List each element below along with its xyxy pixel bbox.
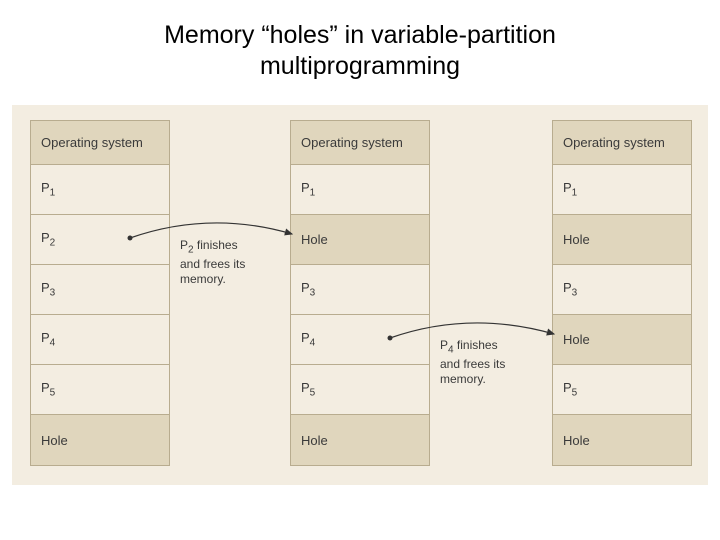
os-label: Operating system xyxy=(563,135,665,150)
hole-row: Hole xyxy=(553,315,691,365)
p3-row: P3 xyxy=(553,265,691,315)
p5-label: P5 xyxy=(563,380,577,399)
page-title: Memory “holes” in variable-partition mul… xyxy=(0,0,720,83)
p5-row: P5 xyxy=(31,365,169,415)
p4-label: P4 xyxy=(41,330,55,349)
p3-label: P3 xyxy=(301,280,315,299)
p5-label: P5 xyxy=(41,380,55,399)
hole-label: Hole xyxy=(563,232,590,247)
memory-column-2: Operating system P1 Hole P3 P4 P5 Hole xyxy=(290,120,430,466)
p3-label: P3 xyxy=(41,280,55,299)
hole-label: Hole xyxy=(301,232,328,247)
title-line1: Memory “holes” in variable-partition xyxy=(164,21,556,49)
hole-label: Hole xyxy=(563,433,590,448)
hole-label: Hole xyxy=(301,433,328,448)
annotation-p4-finishes: P4 finishes and frees its memory. xyxy=(440,338,535,387)
os-row: Operating system xyxy=(291,121,429,165)
p1-row: P1 xyxy=(31,165,169,215)
hole-row: Hole xyxy=(553,215,691,265)
hole-label: Hole xyxy=(563,332,590,347)
p2-label: P2 xyxy=(41,230,55,249)
p5-row: P5 xyxy=(291,365,429,415)
hole-row: Hole xyxy=(291,215,429,265)
hole-row: Hole xyxy=(291,415,429,465)
p3-label: P3 xyxy=(563,280,577,299)
p1-row: P1 xyxy=(553,165,691,215)
os-row: Operating system xyxy=(31,121,169,165)
p3-row: P3 xyxy=(291,265,429,315)
annotation-p2-finishes: P2 finishes and frees its memory. xyxy=(180,238,275,287)
p4-label: P4 xyxy=(301,330,315,349)
memory-column-3: Operating system P1 Hole P3 Hole P5 Hole xyxy=(552,120,692,466)
os-row: Operating system xyxy=(553,121,691,165)
p4-row: P4 xyxy=(31,315,169,365)
title-line2: multiprogramming xyxy=(260,52,460,80)
hole-label: Hole xyxy=(41,433,68,448)
p2-row: P2 xyxy=(31,215,169,265)
p5-label: P5 xyxy=(301,380,315,399)
p3-row: P3 xyxy=(31,265,169,315)
hole-row: Hole xyxy=(31,415,169,465)
p1-row: P1 xyxy=(291,165,429,215)
p5-row: P5 xyxy=(553,365,691,415)
p1-label: P1 xyxy=(301,180,315,199)
memory-column-1: Operating system P1 P2 P3 P4 P5 Hole xyxy=(30,120,170,466)
p1-label: P1 xyxy=(563,180,577,199)
p4-row: P4 xyxy=(291,315,429,365)
os-label: Operating system xyxy=(41,135,143,150)
hole-row: Hole xyxy=(553,415,691,465)
p1-label: P1 xyxy=(41,180,55,199)
os-label: Operating system xyxy=(301,135,403,150)
